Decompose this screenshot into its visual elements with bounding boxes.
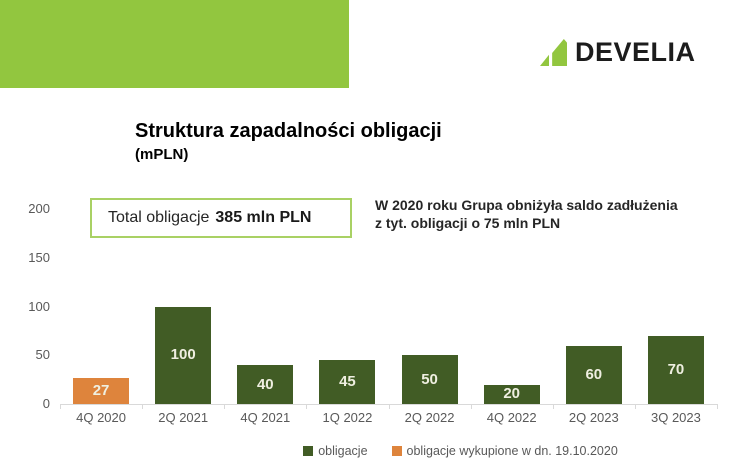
x-axis-tick xyxy=(471,404,472,409)
legend-label: obligacje xyxy=(318,444,368,458)
bar xyxy=(647,335,704,404)
x-category-label: 4Q 2020 xyxy=(76,410,126,425)
legend-swatch xyxy=(391,446,402,456)
y-axis-tick-label: 200 xyxy=(28,201,50,216)
x-category-label: 4Q 2021 xyxy=(240,410,291,425)
bar-value-label: 70 xyxy=(667,360,685,378)
legend-item: obligacje xyxy=(303,444,368,458)
bar xyxy=(483,384,540,404)
bar-value-label: 27 xyxy=(92,381,110,399)
x-axis-tick xyxy=(389,404,390,409)
bar xyxy=(319,360,376,404)
chart-title: Struktura zapadalności obligacji xyxy=(135,120,442,142)
bar xyxy=(155,306,212,404)
develia-logo: DEVELIA xyxy=(540,36,696,66)
x-axis-tick xyxy=(717,404,718,409)
legend-swatch xyxy=(303,446,314,456)
bar-value-label: 100 xyxy=(170,346,196,364)
x-category-label: 2Q 2022 xyxy=(404,410,455,425)
total-bonds-label: Total obligacje xyxy=(108,209,210,226)
bar xyxy=(565,345,622,404)
annotation-line-2: z tyt. obligacji o 75 mln PLN xyxy=(375,215,561,231)
bar-value-label: 50 xyxy=(421,370,438,388)
x-axis-line xyxy=(60,404,717,405)
bar-value-label: 45 xyxy=(339,373,356,391)
develia-logo-icon xyxy=(540,39,567,66)
x-axis-tick xyxy=(635,404,636,409)
x-category-label: 3Q 2023 xyxy=(651,410,701,425)
x-axis-tick xyxy=(224,404,225,409)
bar-value-label: 20 xyxy=(503,385,521,403)
bar xyxy=(237,365,294,404)
y-axis-tick-label: 100 xyxy=(28,298,50,314)
annotation-text: W 2020 roku Grupa obniżyła saldo zadłuże… xyxy=(375,196,740,232)
x-category-label: 2Q 2021 xyxy=(158,410,209,425)
x-axis-tick xyxy=(142,404,143,409)
total-bonds-box: Total obligacje 385 mln PLN xyxy=(90,198,352,238)
y-axis-tick-label: 0 xyxy=(42,396,50,411)
chart-subtitle: (mPLN) xyxy=(135,146,189,163)
x-axis-tick xyxy=(553,404,554,409)
bar-value-label: 60 xyxy=(585,365,603,383)
x-category-label: 4Q 2022 xyxy=(486,410,537,425)
annotation-line-1: W 2020 roku Grupa obniżyła saldo zadłuże… xyxy=(375,197,678,213)
x-axis-tick xyxy=(306,404,307,409)
x-category-label: 2Q 2023 xyxy=(568,410,619,425)
total-bonds-value: 385 mln PLN xyxy=(215,209,312,226)
y-axis-tick-label: 150 xyxy=(28,249,50,265)
bar-value-label: 40 xyxy=(256,375,274,393)
develia-logo-text: DEVELIA xyxy=(575,37,696,67)
header-green-bar xyxy=(0,0,349,88)
legend-label: obligacje wykupione w dn. 19.10.2020 xyxy=(406,444,618,458)
bar xyxy=(73,377,130,404)
chart-legend: obligacje obligacje wykupione w dn. 19.10… xyxy=(170,444,751,458)
y-axis-tick-label: 50 xyxy=(35,347,50,363)
x-axis-tick xyxy=(60,404,61,409)
bar xyxy=(401,355,458,404)
x-category-label: 1Q 2022 xyxy=(322,410,373,425)
legend-item: obligacje wykupione w dn. 19.10.2020 xyxy=(391,444,618,458)
